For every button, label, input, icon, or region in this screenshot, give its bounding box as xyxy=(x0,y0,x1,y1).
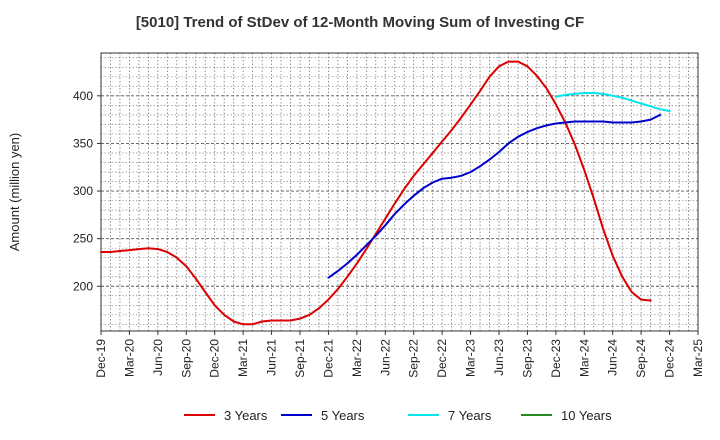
series-line xyxy=(554,92,671,113)
x-tick-label: Dec-21 xyxy=(321,339,335,378)
x-tick-label: Dec-23 xyxy=(549,339,563,378)
x-tick-label: Sep-23 xyxy=(520,339,534,378)
y-axis-label: Amount (million yen) xyxy=(7,133,22,252)
x-tick-label: Jun-23 xyxy=(492,339,506,376)
x-tick-label: Mar-24 xyxy=(577,339,591,377)
legend-label: 5 Years xyxy=(321,408,365,423)
x-tick-label: Mar-20 xyxy=(122,339,136,377)
legend-label: 3 Years xyxy=(224,408,268,423)
vertical-gridlines xyxy=(110,53,689,331)
y-tick-label: 200 xyxy=(73,279,93,293)
x-tick-label: Mar-25 xyxy=(691,339,705,377)
horizontal-gridlines xyxy=(101,57,698,325)
x-tick-label: Dec-24 xyxy=(663,339,677,378)
plot-frame xyxy=(100,52,699,332)
x-tick-label: Mar-23 xyxy=(464,339,478,377)
x-tick-label: Sep-21 xyxy=(293,339,307,378)
x-tick-label: Jun-20 xyxy=(151,339,165,376)
x-tick-label: Mar-22 xyxy=(350,339,364,377)
x-tick-label: Dec-20 xyxy=(208,339,222,378)
series-line xyxy=(100,60,652,326)
x-tick-label: Dec-19 xyxy=(94,339,108,378)
y-tick-label: 350 xyxy=(73,136,93,150)
x-tick-label: Dec-22 xyxy=(435,339,449,378)
series-line xyxy=(327,113,662,279)
y-tick-label: 250 xyxy=(73,232,93,246)
x-tick-label: Sep-22 xyxy=(407,339,421,378)
legend-label: 10 Years xyxy=(561,408,612,423)
x-tick-label: Sep-20 xyxy=(179,339,193,378)
y-tick-label: 300 xyxy=(73,184,93,198)
x-tick-label: Jun-21 xyxy=(265,339,279,376)
chart-title: [5010] Trend of StDev of 12-Month Moving… xyxy=(135,14,585,31)
x-tick-label: Jun-24 xyxy=(606,339,620,376)
y-tick-label: 400 xyxy=(73,89,93,103)
legend-label: 7 Years xyxy=(448,408,492,423)
x-tick-label: Jun-22 xyxy=(378,339,392,376)
x-tick-label: Sep-24 xyxy=(634,339,648,378)
x-tick-label: Mar-21 xyxy=(236,339,250,377)
